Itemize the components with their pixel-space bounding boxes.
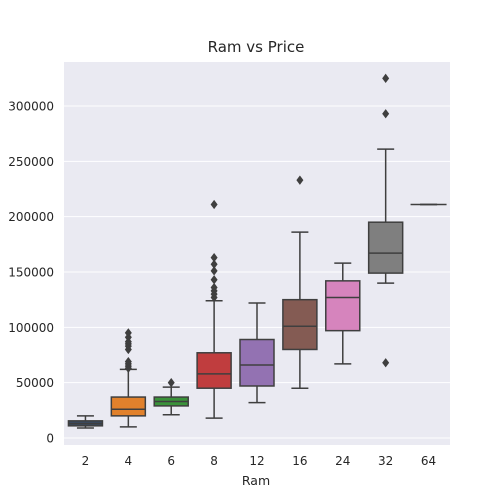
outlier-point xyxy=(210,266,218,276)
x-tick-label: 12 xyxy=(249,454,264,468)
y-tick-label: 0 xyxy=(46,432,54,446)
y-tick-label: 300000 xyxy=(8,100,54,114)
x-tick-label: 16 xyxy=(292,454,307,468)
x-axis-label: Ram xyxy=(242,473,270,488)
y-tick-label: 100000 xyxy=(8,321,54,335)
outlier-point xyxy=(210,282,218,293)
box-32 xyxy=(367,73,404,368)
x-tick-label: 64 xyxy=(421,454,436,468)
x-tick-label: 6 xyxy=(167,454,175,468)
y-axis-ticks: 0 50000 100000 150000 200000 250000 300000 xyxy=(8,100,54,446)
outlier-point xyxy=(296,175,304,185)
box-24 xyxy=(325,262,361,365)
box-body xyxy=(325,280,361,332)
box-body xyxy=(282,298,318,351)
outlier-point xyxy=(382,73,390,83)
outlier-point xyxy=(210,252,218,263)
x-tick-label: 8 xyxy=(210,454,218,468)
outlier-point xyxy=(382,358,390,368)
outlier-point xyxy=(210,275,218,285)
x-tick-label: 32 xyxy=(378,454,393,468)
box-body xyxy=(367,221,404,274)
boxes xyxy=(67,73,447,429)
outlier-point xyxy=(210,259,218,269)
outlier-point xyxy=(382,109,390,119)
box-2 xyxy=(67,415,104,429)
box-12 xyxy=(239,302,275,404)
chart-title: Ram vs Price xyxy=(208,38,305,56)
y-tick-label: 150000 xyxy=(8,266,54,280)
x-tick-label: 24 xyxy=(335,454,350,468)
box-8 xyxy=(196,199,232,419)
y-tick-label: 50000 xyxy=(16,376,54,390)
x-axis-ticks: 2 4 6 8 12 16 24 32 64 xyxy=(82,454,437,468)
y-tick-label: 250000 xyxy=(8,155,54,169)
box-4 xyxy=(110,328,147,428)
outlier-point xyxy=(167,378,175,388)
outlier-point xyxy=(124,328,132,338)
y-tick-label: 200000 xyxy=(8,210,54,224)
box-body xyxy=(196,352,232,389)
x-tick-label: 2 xyxy=(82,454,90,468)
box-body xyxy=(239,338,275,387)
x-tick-label: 4 xyxy=(125,454,133,468)
box-6 xyxy=(153,378,189,416)
outlier-point xyxy=(124,356,132,367)
outlier-point xyxy=(210,199,218,210)
box-body xyxy=(110,396,147,417)
box-16 xyxy=(282,175,318,389)
